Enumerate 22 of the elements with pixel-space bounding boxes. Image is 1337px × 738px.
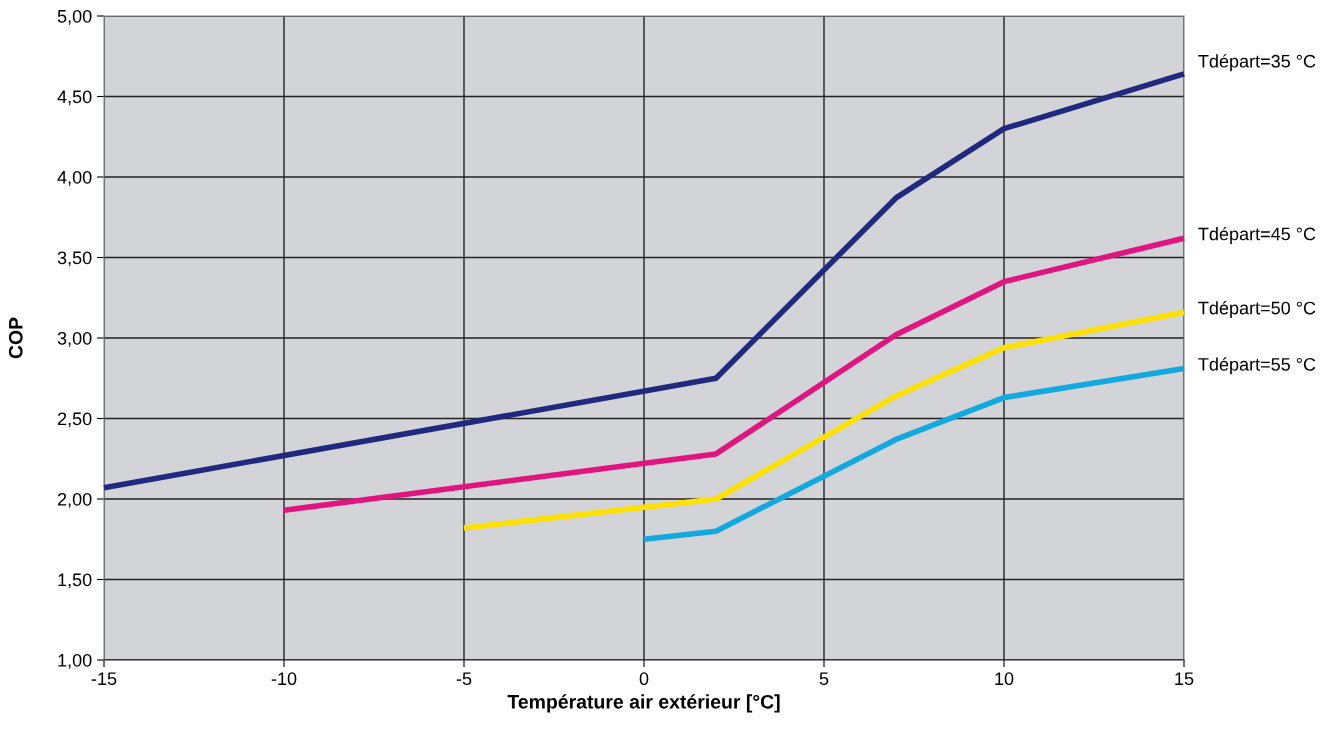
y-tick-label: 1,00 xyxy=(58,653,92,669)
x-tick-label: 5 xyxy=(819,672,829,686)
x-tick-label: 0 xyxy=(639,672,649,686)
y-tick-label: 4,50 xyxy=(57,90,92,106)
x-axis-title: Température air extérieur [°C] xyxy=(507,694,780,713)
y-axis-title: COP xyxy=(8,317,23,359)
y-tick-label: 5,00 xyxy=(57,9,92,25)
x-tick-label: 15 xyxy=(1175,672,1194,686)
series-label: Tdépart=45 °C xyxy=(1198,226,1316,244)
series-label: Tdépart=55 °C xyxy=(1198,357,1316,375)
y-tick-label: 2,50 xyxy=(57,412,92,428)
series-label: Tdépart=50 °C xyxy=(1198,300,1316,318)
y-tick-label: 2,00 xyxy=(57,492,92,508)
y-tick-label: 3,50 xyxy=(57,251,92,267)
series-label: Tdépart=35 °C xyxy=(1198,54,1316,72)
x-tick-label: 10 xyxy=(995,672,1014,686)
x-tick-label: -15 xyxy=(91,672,117,686)
y-tick-label: 4,00 xyxy=(57,170,92,186)
y-tick-label: 3,00 xyxy=(57,331,92,347)
x-tick-label: -5 xyxy=(456,672,472,686)
x-tick-label: -10 xyxy=(271,672,297,686)
y-tick-label: 1,50 xyxy=(58,573,92,589)
